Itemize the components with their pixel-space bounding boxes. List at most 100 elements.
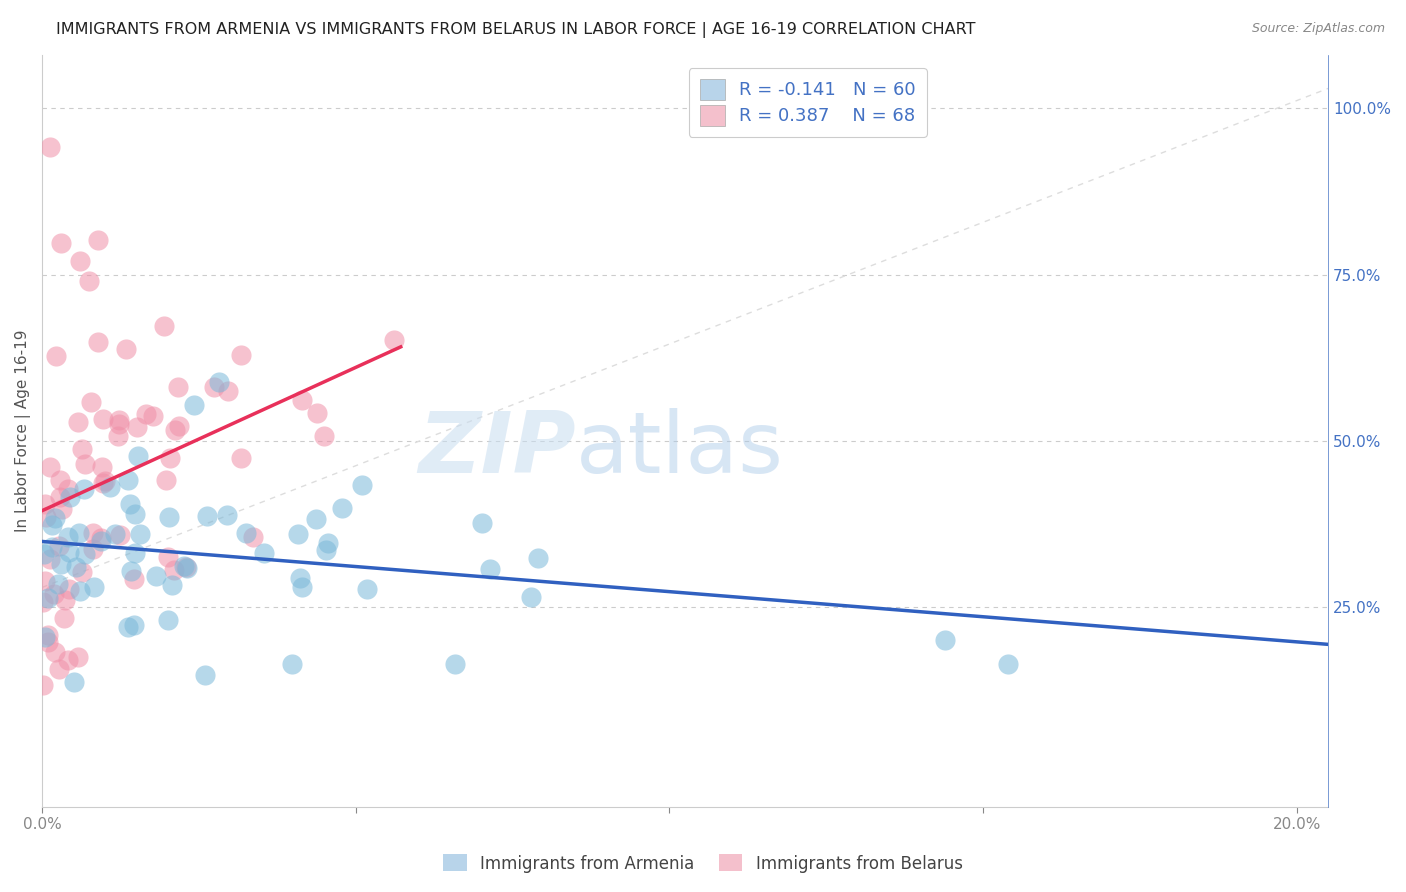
- Point: [520, 590, 543, 604]
- Point: [142, 409, 165, 423]
- Point: [193, 668, 215, 682]
- Point: [48, 662, 70, 676]
- Point: [382, 333, 405, 347]
- Text: atlas: atlas: [576, 409, 783, 491]
- Point: [38, 140, 60, 154]
- Point: [32, 547, 55, 561]
- Point: [252, 546, 274, 560]
- Point: [58, 545, 80, 559]
- Point: [173, 558, 195, 573]
- Point: [79, 274, 101, 288]
- Point: [82, 541, 104, 556]
- Point: [91, 412, 114, 426]
- Point: [291, 580, 314, 594]
- Y-axis label: In Labor Force | Age 16-19: In Labor Force | Age 16-19: [15, 330, 31, 533]
- Point: [934, 633, 956, 648]
- Point: [66, 416, 89, 430]
- Point: [124, 546, 146, 560]
- Point: [83, 580, 105, 594]
- Point: [34, 630, 56, 644]
- Point: [42, 587, 65, 601]
- Point: [316, 536, 339, 550]
- Text: ZIP: ZIP: [418, 409, 576, 491]
- Point: [117, 473, 139, 487]
- Point: [235, 526, 257, 541]
- Point: [38, 460, 60, 475]
- Point: [315, 543, 337, 558]
- Point: [118, 497, 141, 511]
- Point: [31, 678, 53, 692]
- Point: [108, 528, 131, 542]
- Text: IMMIGRANTS FROM ARMENIA VS IMMIGRANTS FROM BELARUS IN LABOR FORCE | AGE 16-19 CO: IMMIGRANTS FROM ARMENIA VS IMMIGRANTS FR…: [56, 22, 976, 38]
- Point: [217, 384, 239, 398]
- Point: [108, 417, 131, 432]
- Point: [35, 510, 58, 524]
- Point: [155, 473, 177, 487]
- Point: [127, 449, 149, 463]
- Point: [53, 592, 76, 607]
- Point: [108, 413, 131, 427]
- Point: [75, 548, 97, 562]
- Point: [58, 582, 80, 597]
- Point: [305, 406, 328, 420]
- Point: [120, 564, 142, 578]
- Point: [94, 474, 117, 488]
- Point: [527, 551, 550, 566]
- Point: [48, 539, 70, 553]
- Point: [330, 500, 353, 515]
- Point: [350, 477, 373, 491]
- Point: [44, 511, 66, 525]
- Point: [56, 530, 79, 544]
- Point: [167, 418, 190, 433]
- Point: [58, 482, 80, 496]
- Point: [56, 653, 79, 667]
- Point: [49, 236, 72, 251]
- Point: [69, 583, 91, 598]
- Point: [41, 540, 63, 554]
- Point: [163, 423, 186, 437]
- Point: [37, 635, 59, 649]
- Point: [90, 534, 112, 549]
- Point: [98, 480, 121, 494]
- Point: [145, 569, 167, 583]
- Point: [122, 572, 145, 586]
- Point: [104, 527, 127, 541]
- Point: [70, 442, 93, 456]
- Point: [90, 531, 112, 545]
- Point: [183, 398, 205, 412]
- Legend: R = -0.141   N = 60, R = 0.387    N = 68: R = -0.141 N = 60, R = 0.387 N = 68: [689, 68, 927, 136]
- Point: [291, 393, 314, 408]
- Point: [37, 628, 59, 642]
- Point: [51, 502, 73, 516]
- Point: [80, 395, 103, 409]
- Point: [156, 613, 179, 627]
- Point: [49, 490, 72, 504]
- Point: [125, 420, 148, 434]
- Point: [229, 348, 252, 362]
- Point: [134, 408, 156, 422]
- Point: [242, 530, 264, 544]
- Point: [91, 460, 114, 475]
- Point: [157, 550, 180, 565]
- Point: [314, 428, 336, 442]
- Point: [122, 618, 145, 632]
- Point: [115, 342, 138, 356]
- Point: [34, 497, 56, 511]
- Text: Source: ZipAtlas.com: Source: ZipAtlas.com: [1251, 22, 1385, 36]
- Point: [305, 512, 328, 526]
- Point: [37, 591, 59, 605]
- Point: [51, 557, 73, 571]
- Point: [69, 253, 91, 268]
- Point: [471, 516, 494, 531]
- Point: [288, 571, 311, 585]
- Point: [162, 563, 184, 577]
- Point: [444, 657, 467, 671]
- Point: [53, 611, 76, 625]
- Point: [356, 582, 378, 596]
- Point: [38, 552, 60, 566]
- Point: [117, 620, 139, 634]
- Point: [166, 380, 188, 394]
- Point: [87, 233, 110, 247]
- Point: [46, 576, 69, 591]
- Point: [45, 349, 67, 363]
